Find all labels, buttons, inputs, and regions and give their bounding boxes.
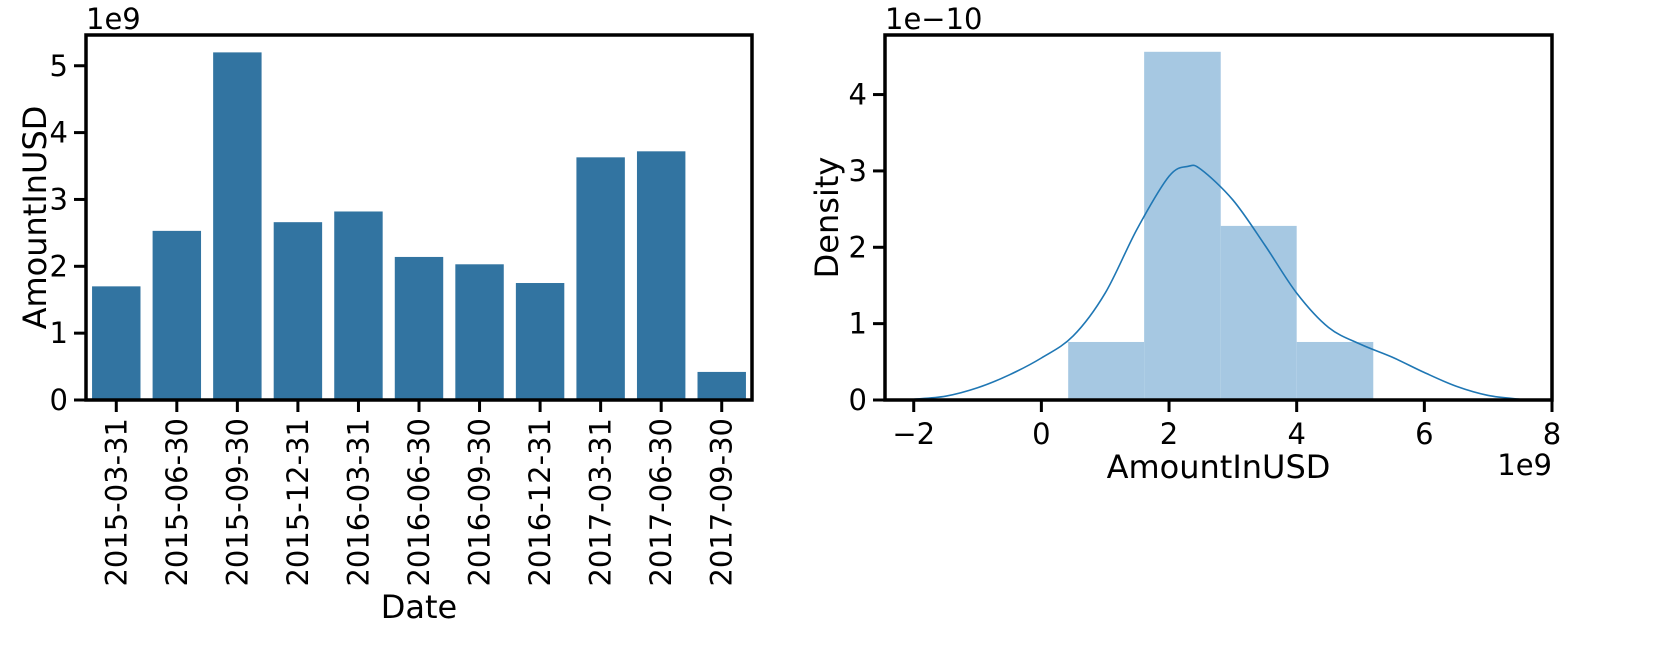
bar-2016-03-31 <box>334 211 383 400</box>
bar-y-offset-label: 1e9 <box>86 2 141 36</box>
bar-y-tick-label: 1 <box>50 316 68 350</box>
kde-line <box>913 164 1521 401</box>
bar-x-ticks: 2015-03-31 2015-06-30 2015-09-30 2015-12-31… <box>99 400 739 587</box>
hist-bin-2 <box>1144 51 1221 400</box>
bar-x-tick-label: 2016-09-30 <box>463 418 497 587</box>
bar-y-ticks: 0 1 2 3 4 5 <box>50 49 86 417</box>
bar-axes-frame <box>84 33 754 402</box>
bar-2015-03-31 <box>92 286 141 400</box>
hist-x-tick-label: 4 <box>1287 417 1305 451</box>
hist-y-tick-label: 0 <box>849 383 867 417</box>
bar-2015-09-30 <box>213 52 262 400</box>
hist-y-offset-label: 1e−10 <box>885 2 983 36</box>
bar-x-tick-label: 2015-06-30 <box>160 418 194 587</box>
bar-y-tick-label: 4 <box>50 116 68 150</box>
histogram-bins <box>1068 51 1374 400</box>
bar-marks <box>92 52 746 400</box>
hist-y-tick-label: 2 <box>849 230 867 264</box>
bar-x-tick-label: 2015-03-31 <box>99 418 133 587</box>
hist-y-tick-label: 3 <box>849 154 867 188</box>
hist-x-axis-label: AmountInUSD <box>1107 448 1331 486</box>
hist-x-tick-label: 6 <box>1415 417 1433 451</box>
hist-bin-1 <box>1068 341 1145 400</box>
bar-2016-06-30 <box>394 256 444 400</box>
hist-axes-frame <box>883 33 1554 402</box>
bar-2016-09-30 <box>455 264 504 400</box>
hist-y-tick-label: 4 <box>849 78 867 112</box>
bar-2017-06-30 <box>636 151 686 400</box>
hist-bin-4 <box>1296 341 1374 400</box>
bar-y-tick-label: 5 <box>50 49 68 83</box>
bar-x-tick-label: 2015-09-30 <box>220 418 254 587</box>
hist-x-ticks: −2 0 2 4 6 8 <box>892 400 1561 451</box>
bar-y-tick-label: 2 <box>50 249 68 283</box>
bar-2017-09-30 <box>697 371 746 400</box>
hist-x-tick-label: −2 <box>892 417 935 451</box>
bar-x-tick-label: 2016-06-30 <box>402 418 436 587</box>
bar-2016-12-31 <box>515 283 565 400</box>
hist-y-axis-label: Density <box>808 157 846 279</box>
bar-x-tick-label: 2016-12-31 <box>523 418 557 587</box>
bar-x-tick-label: 2017-03-31 <box>584 418 618 587</box>
hist-x-tick-label: 2 <box>1160 417 1178 451</box>
bar-y-tick-label: 0 <box>50 383 68 417</box>
hist-bin-3 <box>1220 225 1297 400</box>
hist-x-offset-label: 1e9 <box>1497 448 1552 482</box>
bar-x-tick-label: 2016-03-31 <box>341 418 375 587</box>
bar-y-axis-label: AmountInUSD <box>16 106 54 330</box>
bar-2015-12-31 <box>273 222 323 400</box>
bar-2015-06-30 <box>152 230 202 400</box>
hist-y-ticks: 0 1 2 3 4 <box>849 78 885 417</box>
bar-x-axis-label: Date <box>381 588 457 626</box>
bar-x-tick-label: 2017-09-30 <box>705 418 739 587</box>
bar-x-tick-label: 2015-12-31 <box>281 418 315 587</box>
hist-x-tick-label: 8 <box>1543 417 1561 451</box>
hist-x-tick-label: 0 <box>1032 417 1050 451</box>
bar-2017-03-31 <box>576 157 625 400</box>
hist-y-tick-label: 1 <box>849 307 867 341</box>
bar-x-tick-label: 2017-06-30 <box>644 418 678 587</box>
bar-y-tick-label: 3 <box>50 182 68 216</box>
